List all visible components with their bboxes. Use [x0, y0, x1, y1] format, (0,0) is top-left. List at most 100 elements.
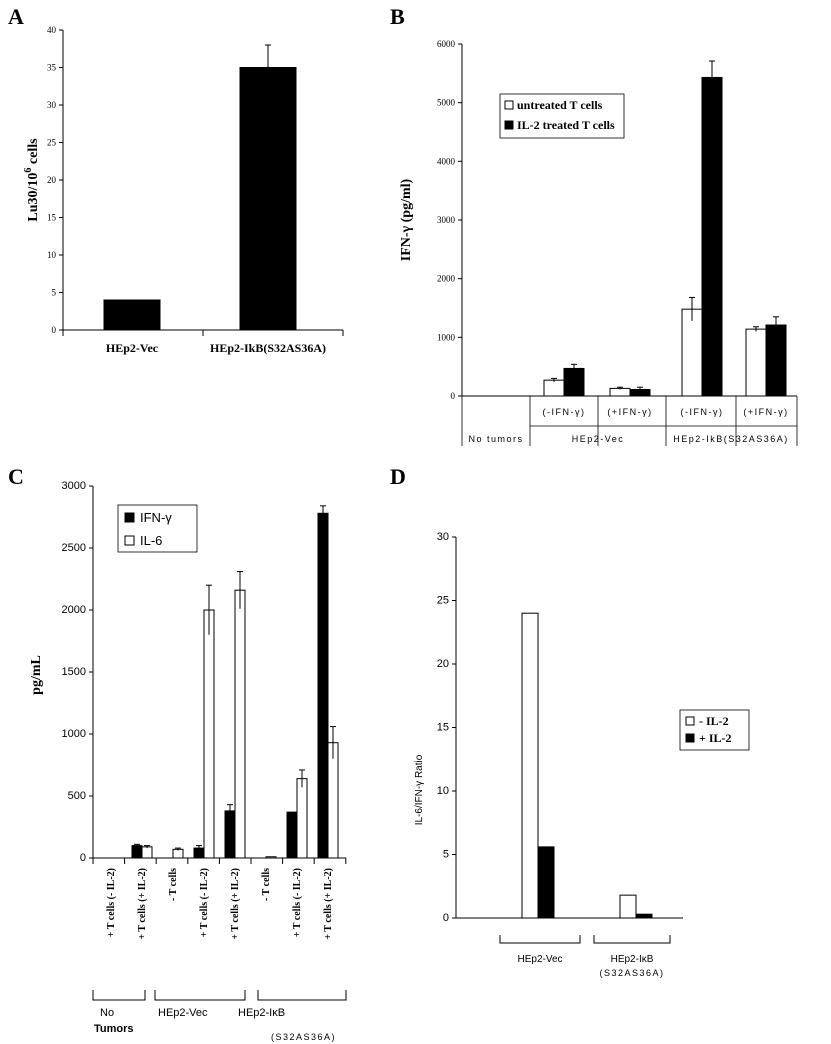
panel-b-group-label: No tumors — [468, 434, 523, 444]
panel-c-ytick-label: 2500 — [62, 542, 86, 554]
panel-c-category-label: - T cells — [261, 868, 272, 901]
panel-b-legend-swatch-il2 — [504, 120, 514, 130]
panel-c-legend: IFN-γ IL-6 — [117, 504, 198, 553]
panel-c-bar-il6 — [234, 589, 246, 859]
panel-a-bar — [103, 299, 161, 331]
panel-a-ytick-label: 40 — [47, 25, 57, 35]
panel-b: B 0 1000 2000 3000 4000 5000 6000 (-IFN-γ) (+IF… — [390, 4, 798, 446]
panel-c-ytick-label: 3000 — [62, 480, 86, 492]
panel-c-legend-swatch-ifng — [124, 512, 135, 523]
panel-c-bar-il6 — [327, 742, 339, 859]
panel-c-bar-il6 — [141, 846, 153, 859]
panel-b-sublabel: (-IFN-γ) — [681, 407, 724, 417]
panel-d-bracket-vec — [499, 935, 581, 944]
panel-d-legend-label-plus-il2: + IL-2 — [699, 731, 732, 745]
panel-a-category-label: HEp2-Vec — [106, 341, 159, 355]
panel-c-bar-ifng — [317, 512, 329, 859]
panel-b-ytick-label: 2000 — [437, 274, 456, 284]
panel-c-bar-ifng — [286, 811, 298, 859]
panel-b-sublabel: (+IFN-γ) — [743, 407, 788, 417]
panel-b-ytick-label: 0 — [451, 391, 456, 401]
panel-c-category-label: - T cells — [168, 868, 179, 901]
panel-d-bar-minus-il2 — [619, 894, 637, 919]
panel-d-ytick-label: 30 — [437, 531, 449, 543]
panel-b-bar-il2 — [765, 324, 787, 397]
panel-b-bar-untreated — [745, 328, 767, 397]
panel-c-ytick-label: 500 — [68, 790, 86, 802]
panel-c-ytick-label: 2000 — [62, 604, 86, 616]
panel-c-bar-il6 — [265, 856, 277, 859]
panel-c-legend-label-il6: IL-6 — [140, 533, 162, 548]
panel-d-ytick-label: 0 — [443, 912, 449, 924]
panel-c-group-vec: HEp2-Vec — [158, 1007, 208, 1019]
panel-b-legend: untreated T cells IL-2 treated T cells — [499, 93, 625, 139]
panel-d-ytick-label: 5 — [443, 849, 449, 861]
panel-c-bar-ifng — [224, 810, 236, 859]
panel-b-ytick-label: 4000 — [437, 156, 456, 166]
panel-c-ytick-label: 1500 — [62, 666, 86, 678]
panel-d-legend: - IL-2 + IL-2 — [679, 709, 750, 751]
panel-a-y-label: Lu30/106 cells — [23, 138, 41, 222]
panel-a-ytick-label: 15 — [47, 213, 57, 223]
panel-b-sublabel: (+IFN-γ) — [607, 407, 652, 417]
panel-a-ytick-label: 35 — [47, 63, 57, 73]
panel-d-legend-swatch-minus-il2 — [685, 716, 695, 726]
panel-b-legend-box — [499, 93, 625, 139]
panel-c-group-tumors: Tumors — [94, 1023, 134, 1035]
panel-d-bar-plus-il2 — [635, 913, 653, 919]
panel-b-legend-label-il2: IL-2 treated T cells — [517, 118, 615, 132]
panel-a-category-label: HEp2-IkB(S32AS36A) — [210, 341, 326, 355]
panel-d-ytick-label: 25 — [437, 595, 449, 607]
panel-b-group-label: HEp2-IkB(S32AS36A) — [673, 434, 789, 444]
panel-c: C 0 500 1000 1500 2000 2500 3000 + T cells (- … — [8, 464, 347, 1042]
panel-a-ytick-label: 5 — [52, 288, 57, 298]
panel-d-ytick-label: 15 — [437, 722, 449, 734]
panel-d-group-ikb: HEp2-IκB — [611, 954, 654, 965]
panel-c-bracket-vec — [154, 990, 246, 1001]
panel-d-bar-minus-il2 — [521, 612, 539, 919]
panel-c-bar-il6 — [172, 848, 184, 859]
panel-d-y-label: IL-6/IFN-γ Ratio — [414, 754, 425, 825]
panel-a-ytick-label: 10 — [47, 250, 57, 260]
panel-b-y-label: IFN-γ (pg/ml) — [399, 178, 414, 261]
panel-a-ytick-label: 20 — [47, 175, 57, 185]
panel-c-ytick-label: 1000 — [62, 728, 86, 740]
panel-c-legend-label-ifng: IFN-γ — [140, 510, 172, 525]
panel-d-group-vec: HEp2-Vec — [517, 954, 562, 965]
panel-c-group-ikb-mutant: (S32AS36A) — [271, 1032, 336, 1042]
panel-d-legend-swatch-plus-il2 — [685, 733, 695, 743]
panel-a-ytick-label: 25 — [47, 138, 57, 148]
panel-b-ytick-label: 5000 — [437, 98, 456, 108]
panel-c-category-label: + T cells (- IL-2) — [106, 868, 117, 937]
panel-c-category-label: + T cells (- IL-2) — [292, 868, 303, 937]
panel-c-group-no: No — [100, 1007, 114, 1019]
panel-b-sublabel: (-IFN-γ) — [543, 407, 586, 417]
panel-b-legend-label-untreated: untreated T cells — [517, 98, 603, 112]
panel-d-bar-plus-il2 — [537, 846, 555, 919]
panel-c-bar-il6 — [296, 778, 308, 859]
panel-d-ytick-label: 10 — [437, 785, 449, 797]
panel-d-legend-label-minus-il2: - IL-2 — [699, 714, 729, 728]
panel-d: D 0 5 10 15 20 25 30 IL-6/IFN-γ Ratio - IL-2 +… — [390, 464, 750, 978]
panel-c-letter: C — [8, 464, 24, 489]
panel-d-bracket-ikb — [593, 935, 671, 944]
panel-b-bar-untreated — [543, 379, 565, 397]
panel-c-group-ikb: HEp2-IκB — [238, 1007, 285, 1019]
panel-b-letter: B — [390, 4, 405, 29]
panel-b-bar-untreated — [681, 308, 703, 397]
panel-b-category-table: (-IFN-γ) (+IFN-γ) (-IFN-γ) (+IFN-γ) No tumor… — [461, 396, 798, 446]
panel-a-bar — [239, 67, 297, 331]
panel-c-category-label: + T cells (- IL-2) — [199, 868, 210, 937]
panel-c-bracket-ikb — [257, 990, 347, 1001]
panel-a: A 0 5 10 15 20 25 30 35 40 HEp2-Vec HEp2-IkB(S32A… — [8, 4, 344, 355]
panel-c-category-label: + T cells (+ IL-2) — [230, 868, 241, 940]
panel-b-bar-il2 — [701, 76, 723, 397]
panel-a-ytick-label: 0 — [52, 325, 57, 335]
panel-c-bar-ifng — [131, 845, 143, 859]
panel-d-letter: D — [390, 464, 406, 489]
panel-d-ytick-label: 20 — [437, 658, 449, 670]
panel-c-ytick-label: 0 — [80, 852, 86, 864]
panel-a-letter: A — [8, 4, 24, 29]
panel-b-ytick-label: 1000 — [437, 332, 456, 342]
